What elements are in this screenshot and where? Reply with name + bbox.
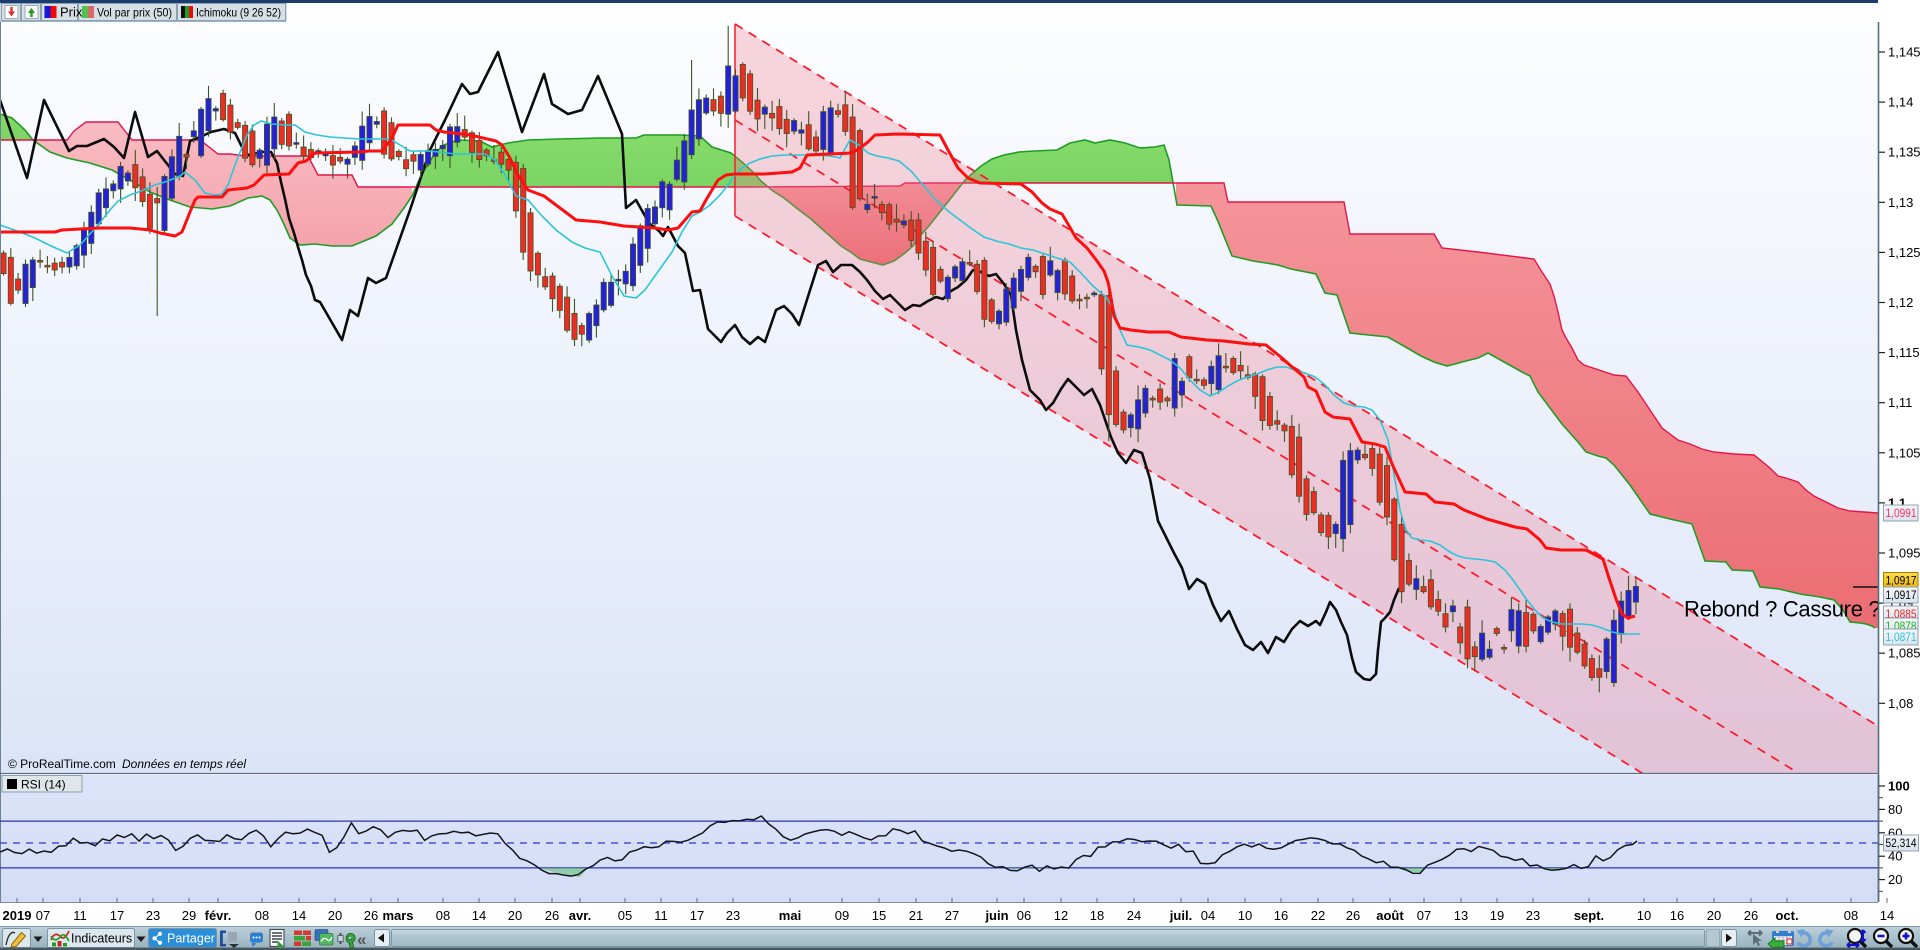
svg-text:11: 11 [73,908,87,923]
svg-text:52,314: 52,314 [1886,838,1918,850]
svg-text:80: 80 [1888,802,1902,817]
svg-text:14: 14 [472,908,486,923]
svg-text:oct.: oct. [1775,908,1798,923]
svg-text:14: 14 [1880,908,1894,923]
svg-text:15: 15 [872,908,886,923]
svg-text:17: 17 [110,908,124,923]
svg-text:mars: mars [382,908,413,923]
svg-text:1,12: 1,12 [1888,295,1913,310]
svg-text:18: 18 [1090,908,1104,923]
svg-text:1,13: 1,13 [1888,195,1913,210]
svg-text:Partager: Partager [167,932,215,946]
svg-text:1,0917: 1,0917 [1886,590,1917,602]
svg-text:Ichimoku (9 26 52): Ichimoku (9 26 52) [196,6,281,20]
svg-text:1,105: 1,105 [1888,445,1920,460]
svg-text:26: 26 [545,908,559,923]
svg-text:11: 11 [654,908,668,923]
svg-text:20: 20 [1888,872,1902,887]
svg-text:Indicateurs: Indicateurs [71,932,132,946]
svg-text:1,11: 1,11 [1888,395,1912,410]
svg-text:«: « [357,930,366,949]
svg-text:10: 10 [1637,908,1651,923]
svg-text:Données en temps réel: Données en temps réel [122,757,246,771]
svg-text:1,145: 1,145 [1888,45,1920,60]
svg-text:27: 27 [945,908,959,923]
svg-text:1,08: 1,08 [1888,696,1913,711]
svg-text:26: 26 [1744,908,1758,923]
svg-text:20: 20 [508,908,522,923]
svg-text:1,095: 1,095 [1888,546,1920,561]
svg-text:Vol par prix (50): Vol par prix (50) [97,6,172,20]
svg-text:juin: juin [984,908,1008,923]
svg-text:1,14: 1,14 [1888,95,1913,110]
svg-text:1,0991: 1,0991 [1886,508,1917,520]
svg-text:© ProRealTime.com: © ProRealTime.com [8,757,116,771]
svg-text:17: 17 [690,908,704,923]
svg-text:Rebond ? Cassure ?: Rebond ? Cassure ? [1684,597,1880,622]
svg-text:08: 08 [1844,908,1858,923]
svg-text:juil.: juil. [1169,908,1192,923]
svg-text:13: 13 [1454,908,1468,923]
svg-text:16: 16 [1274,908,1288,923]
svg-text:06: 06 [1017,908,1031,923]
svg-text:1,0871: 1,0871 [1886,632,1917,644]
svg-text:2019: 2019 [3,908,32,923]
svg-text:1,085: 1,085 [1888,646,1920,661]
svg-text:mai: mai [779,908,801,923]
svg-text:1,135: 1,135 [1888,145,1920,160]
svg-text:22: 22 [1311,908,1325,923]
svg-text:29: 29 [182,908,196,923]
svg-text:07: 07 [36,908,50,923]
svg-text:1,0917: 1,0917 [1886,576,1917,588]
svg-text:100: 100 [1888,779,1910,794]
svg-text:RSI (14): RSI (14) [21,778,66,792]
svg-text:05: 05 [618,908,632,923]
svg-text:08: 08 [255,908,269,923]
svg-text:20: 20 [1707,908,1721,923]
svg-text:40: 40 [1888,849,1902,864]
svg-text:07: 07 [1417,908,1431,923]
svg-text:Prix: Prix [60,5,83,20]
svg-text:08: 08 [436,908,450,923]
svg-text:12: 12 [1054,908,1068,923]
svg-text:16: 16 [1670,908,1684,923]
svg-text:21: 21 [909,908,923,923]
svg-text:19: 19 [1490,908,1504,923]
svg-text:26: 26 [1346,908,1360,923]
svg-text:1,115: 1,115 [1888,345,1920,360]
svg-text:09: 09 [835,908,849,923]
svg-text:févr.: févr. [205,908,232,923]
svg-text:23: 23 [726,908,740,923]
svg-text:août: août [1376,908,1404,923]
svg-text:23: 23 [146,908,160,923]
svg-text:10: 10 [1238,908,1252,923]
svg-text:20: 20 [328,908,342,923]
svg-text:14: 14 [292,908,306,923]
svg-text:04: 04 [1201,908,1215,923]
svg-text:24: 24 [1127,908,1141,923]
svg-text:1,125: 1,125 [1888,245,1920,260]
svg-text:sept.: sept. [1574,908,1604,923]
svg-text:26: 26 [364,908,378,923]
svg-text:avr.: avr. [569,908,591,923]
svg-text:23: 23 [1526,908,1540,923]
